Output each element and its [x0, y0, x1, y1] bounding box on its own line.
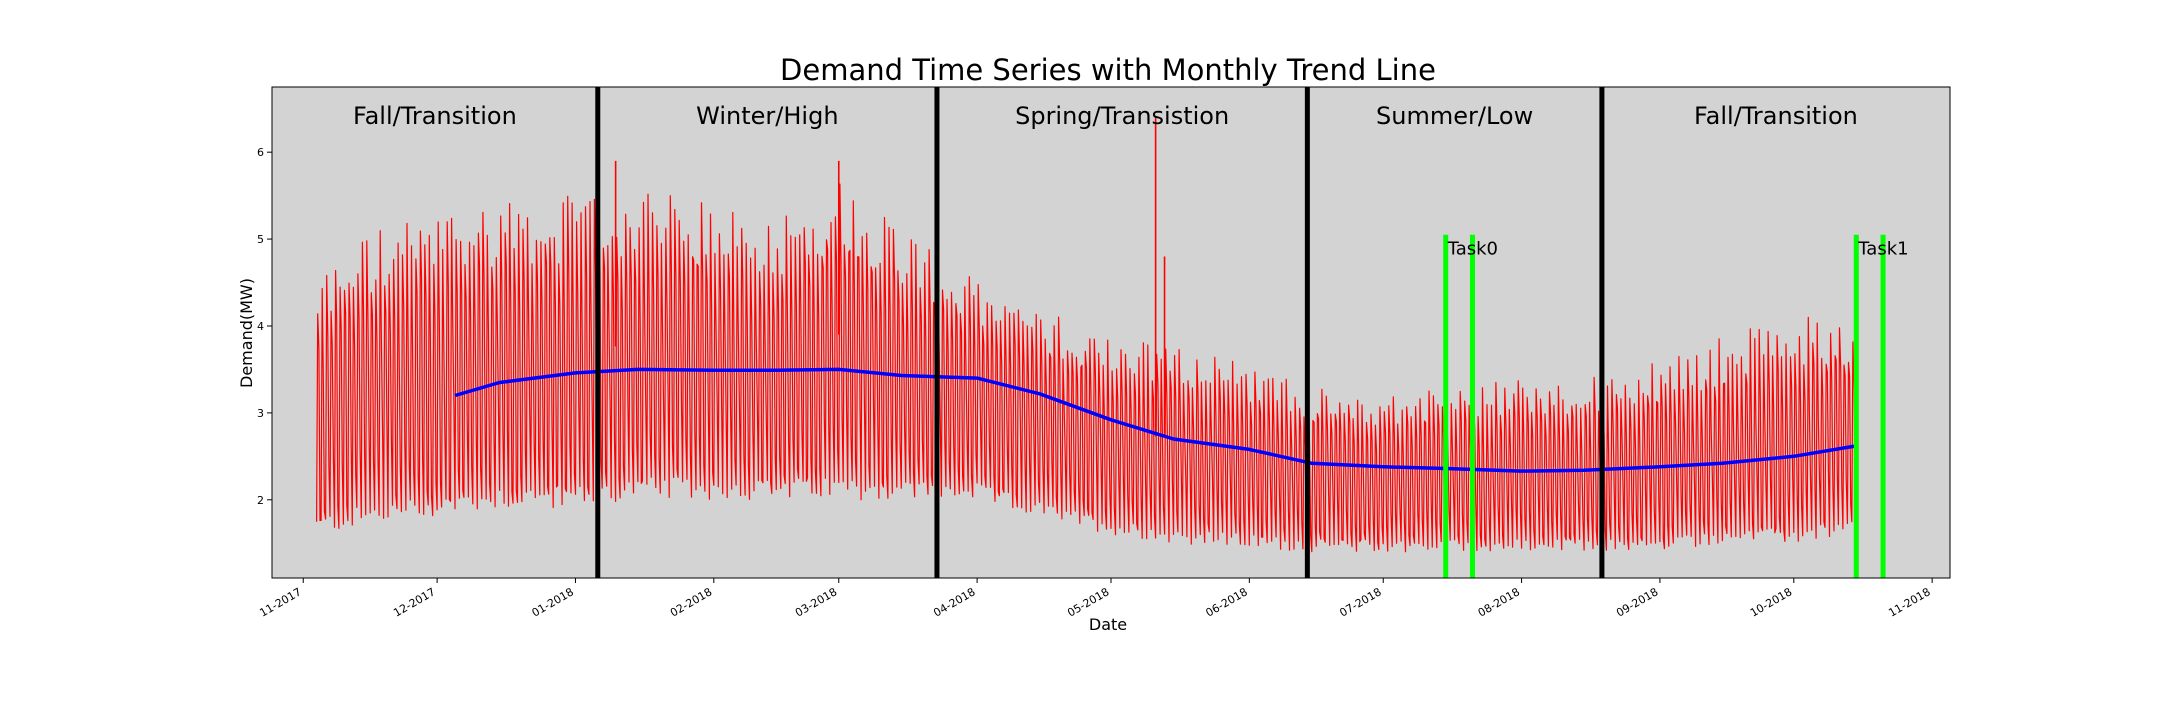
- x-tick-label: 10-2018: [1748, 585, 1794, 619]
- y-tick-label: 6: [257, 146, 264, 159]
- x-tick-label: 04-2018: [931, 585, 977, 619]
- x-tick-label: 01-2018: [530, 585, 576, 619]
- x-tick-label: 02-2018: [668, 585, 714, 619]
- x-tick-label: 09-2018: [1614, 585, 1660, 619]
- x-tick-label: 03-2018: [793, 585, 839, 619]
- x-tick-label: 11-2018: [1886, 585, 1932, 619]
- x-tick-label: 08-2018: [1476, 585, 1522, 619]
- season-label-layer: Fall/Transition Winter/High Spring/Transis…: [353, 102, 1858, 130]
- y-tick-label: 5: [257, 233, 264, 246]
- task-label: Task0: [1447, 239, 1498, 260]
- y-tick-label: 2: [257, 494, 264, 507]
- season-label: Summer/Low: [1376, 102, 1533, 130]
- y-axis-label: Demand(MW): [237, 278, 256, 388]
- task-label: Task1: [1857, 239, 1908, 260]
- season-label: Winter/High: [696, 102, 838, 130]
- season-label: Fall/Transition: [353, 102, 517, 130]
- x-tick-label: 06-2018: [1204, 585, 1250, 619]
- x-tick-label: 11-2017: [257, 585, 303, 619]
- y-tick-label: 3: [257, 407, 264, 420]
- x-axis: 11-2017 12-2017 01-2018 02-2018 03-2018 04-20…: [257, 578, 1933, 620]
- trend-line: [454, 367, 1857, 473]
- season-label: Fall/Transition: [1694, 102, 1858, 130]
- x-tick-label: 12-2017: [391, 585, 437, 619]
- x-tick-label: 07-2018: [1337, 585, 1383, 619]
- y-tick-label: 4: [257, 320, 264, 333]
- season-boundary-layer: [595, 87, 1605, 578]
- season-label: Spring/Transistion: [1015, 102, 1229, 130]
- chart-title: Demand Time Series with Monthly Trend Li…: [780, 53, 1436, 87]
- x-axis-label: Date: [1089, 615, 1127, 634]
- task-marker-layer: Task0 Task1: [1443, 234, 1909, 578]
- y-axis: 2 3 4 5 6: [257, 146, 272, 507]
